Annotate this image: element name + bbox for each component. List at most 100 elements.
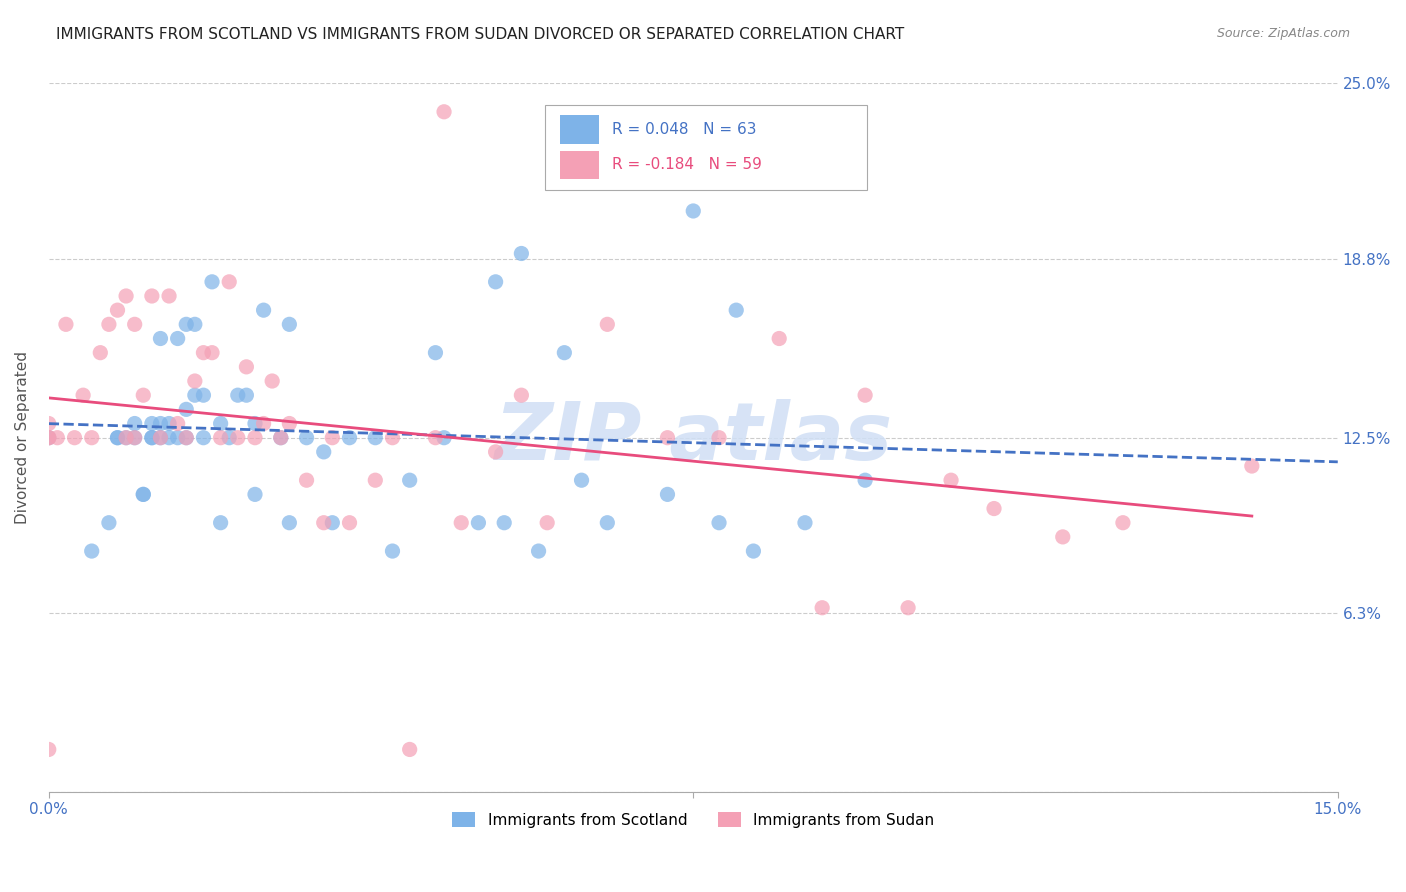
Point: [364, 431, 387, 445]
Point: [235, 359, 257, 374]
Point: [364, 473, 387, 487]
Point: [124, 431, 146, 445]
Legend: Immigrants from Scotland, Immigrants from Sudan: Immigrants from Scotland, Immigrants fro…: [446, 805, 941, 834]
Point: [166, 331, 188, 345]
Point: [527, 544, 550, 558]
Text: Source: ZipAtlas.com: Source: ZipAtlas.com: [1216, 27, 1350, 40]
Point: [193, 388, 215, 402]
Point: [218, 275, 240, 289]
Point: [174, 431, 197, 445]
Point: [235, 388, 257, 402]
Point: [295, 473, 318, 487]
Point: [252, 303, 274, 318]
Point: [209, 516, 232, 530]
Point: [398, 473, 420, 487]
Point: [707, 431, 730, 445]
Point: [1240, 458, 1263, 473]
FancyBboxPatch shape: [561, 151, 599, 179]
Point: [124, 431, 146, 445]
Point: [184, 388, 207, 402]
Point: [510, 388, 533, 402]
Point: [89, 345, 111, 359]
Point: [398, 742, 420, 756]
Point: [811, 600, 834, 615]
Point: [707, 516, 730, 530]
Point: [571, 473, 593, 487]
Point: [107, 431, 129, 445]
Point: [467, 516, 489, 530]
Point: [193, 345, 215, 359]
Point: [742, 544, 765, 558]
Text: R = 0.048   N = 63: R = 0.048 N = 63: [612, 122, 756, 137]
Point: [184, 374, 207, 388]
Point: [209, 431, 232, 445]
Point: [63, 431, 86, 445]
Point: [252, 417, 274, 431]
Point: [682, 204, 704, 219]
Point: [174, 318, 197, 332]
Point: [853, 473, 876, 487]
Point: [107, 303, 129, 318]
Point: [132, 487, 155, 501]
Point: [983, 501, 1005, 516]
Point: [794, 516, 817, 530]
Point: [115, 431, 138, 445]
Point: [132, 487, 155, 501]
Point: [201, 345, 224, 359]
Point: [38, 431, 60, 445]
Point: [201, 275, 224, 289]
Point: [80, 544, 103, 558]
Point: [657, 487, 679, 501]
Point: [381, 544, 404, 558]
Point: [1052, 530, 1074, 544]
Y-axis label: Divorced or Separated: Divorced or Separated: [15, 351, 30, 524]
Point: [97, 516, 120, 530]
Point: [553, 345, 575, 359]
Point: [768, 331, 790, 345]
Point: [193, 431, 215, 445]
Point: [425, 345, 447, 359]
Point: [72, 388, 94, 402]
Point: [149, 417, 172, 431]
Point: [339, 516, 361, 530]
Point: [149, 331, 172, 345]
Point: [278, 318, 301, 332]
Point: [897, 600, 920, 615]
Point: [596, 516, 619, 530]
Point: [596, 318, 619, 332]
Text: ZIP atlas: ZIP atlas: [494, 399, 893, 476]
Point: [218, 431, 240, 445]
Point: [157, 431, 180, 445]
Point: [141, 289, 163, 303]
Point: [278, 516, 301, 530]
Text: IMMIGRANTS FROM SCOTLAND VS IMMIGRANTS FROM SUDAN DIVORCED OR SEPARATED CORRELAT: IMMIGRANTS FROM SCOTLAND VS IMMIGRANTS F…: [56, 27, 904, 42]
Point: [433, 431, 456, 445]
Point: [149, 431, 172, 445]
Point: [226, 388, 249, 402]
Point: [939, 473, 962, 487]
Point: [174, 431, 197, 445]
Point: [484, 275, 506, 289]
Point: [166, 417, 188, 431]
Text: R = -0.184   N = 59: R = -0.184 N = 59: [612, 157, 762, 172]
Point: [141, 431, 163, 445]
Point: [321, 516, 343, 530]
Point: [243, 431, 266, 445]
Point: [97, 318, 120, 332]
Point: [312, 445, 335, 459]
Point: [1112, 516, 1135, 530]
Point: [270, 431, 292, 445]
Point: [38, 742, 60, 756]
Point: [312, 516, 335, 530]
Point: [38, 417, 60, 431]
Point: [132, 388, 155, 402]
Point: [484, 445, 506, 459]
Point: [321, 431, 343, 445]
Point: [124, 417, 146, 431]
Point: [80, 431, 103, 445]
Point: [124, 318, 146, 332]
Point: [46, 431, 69, 445]
Point: [381, 431, 404, 445]
Point: [209, 417, 232, 431]
Point: [270, 431, 292, 445]
